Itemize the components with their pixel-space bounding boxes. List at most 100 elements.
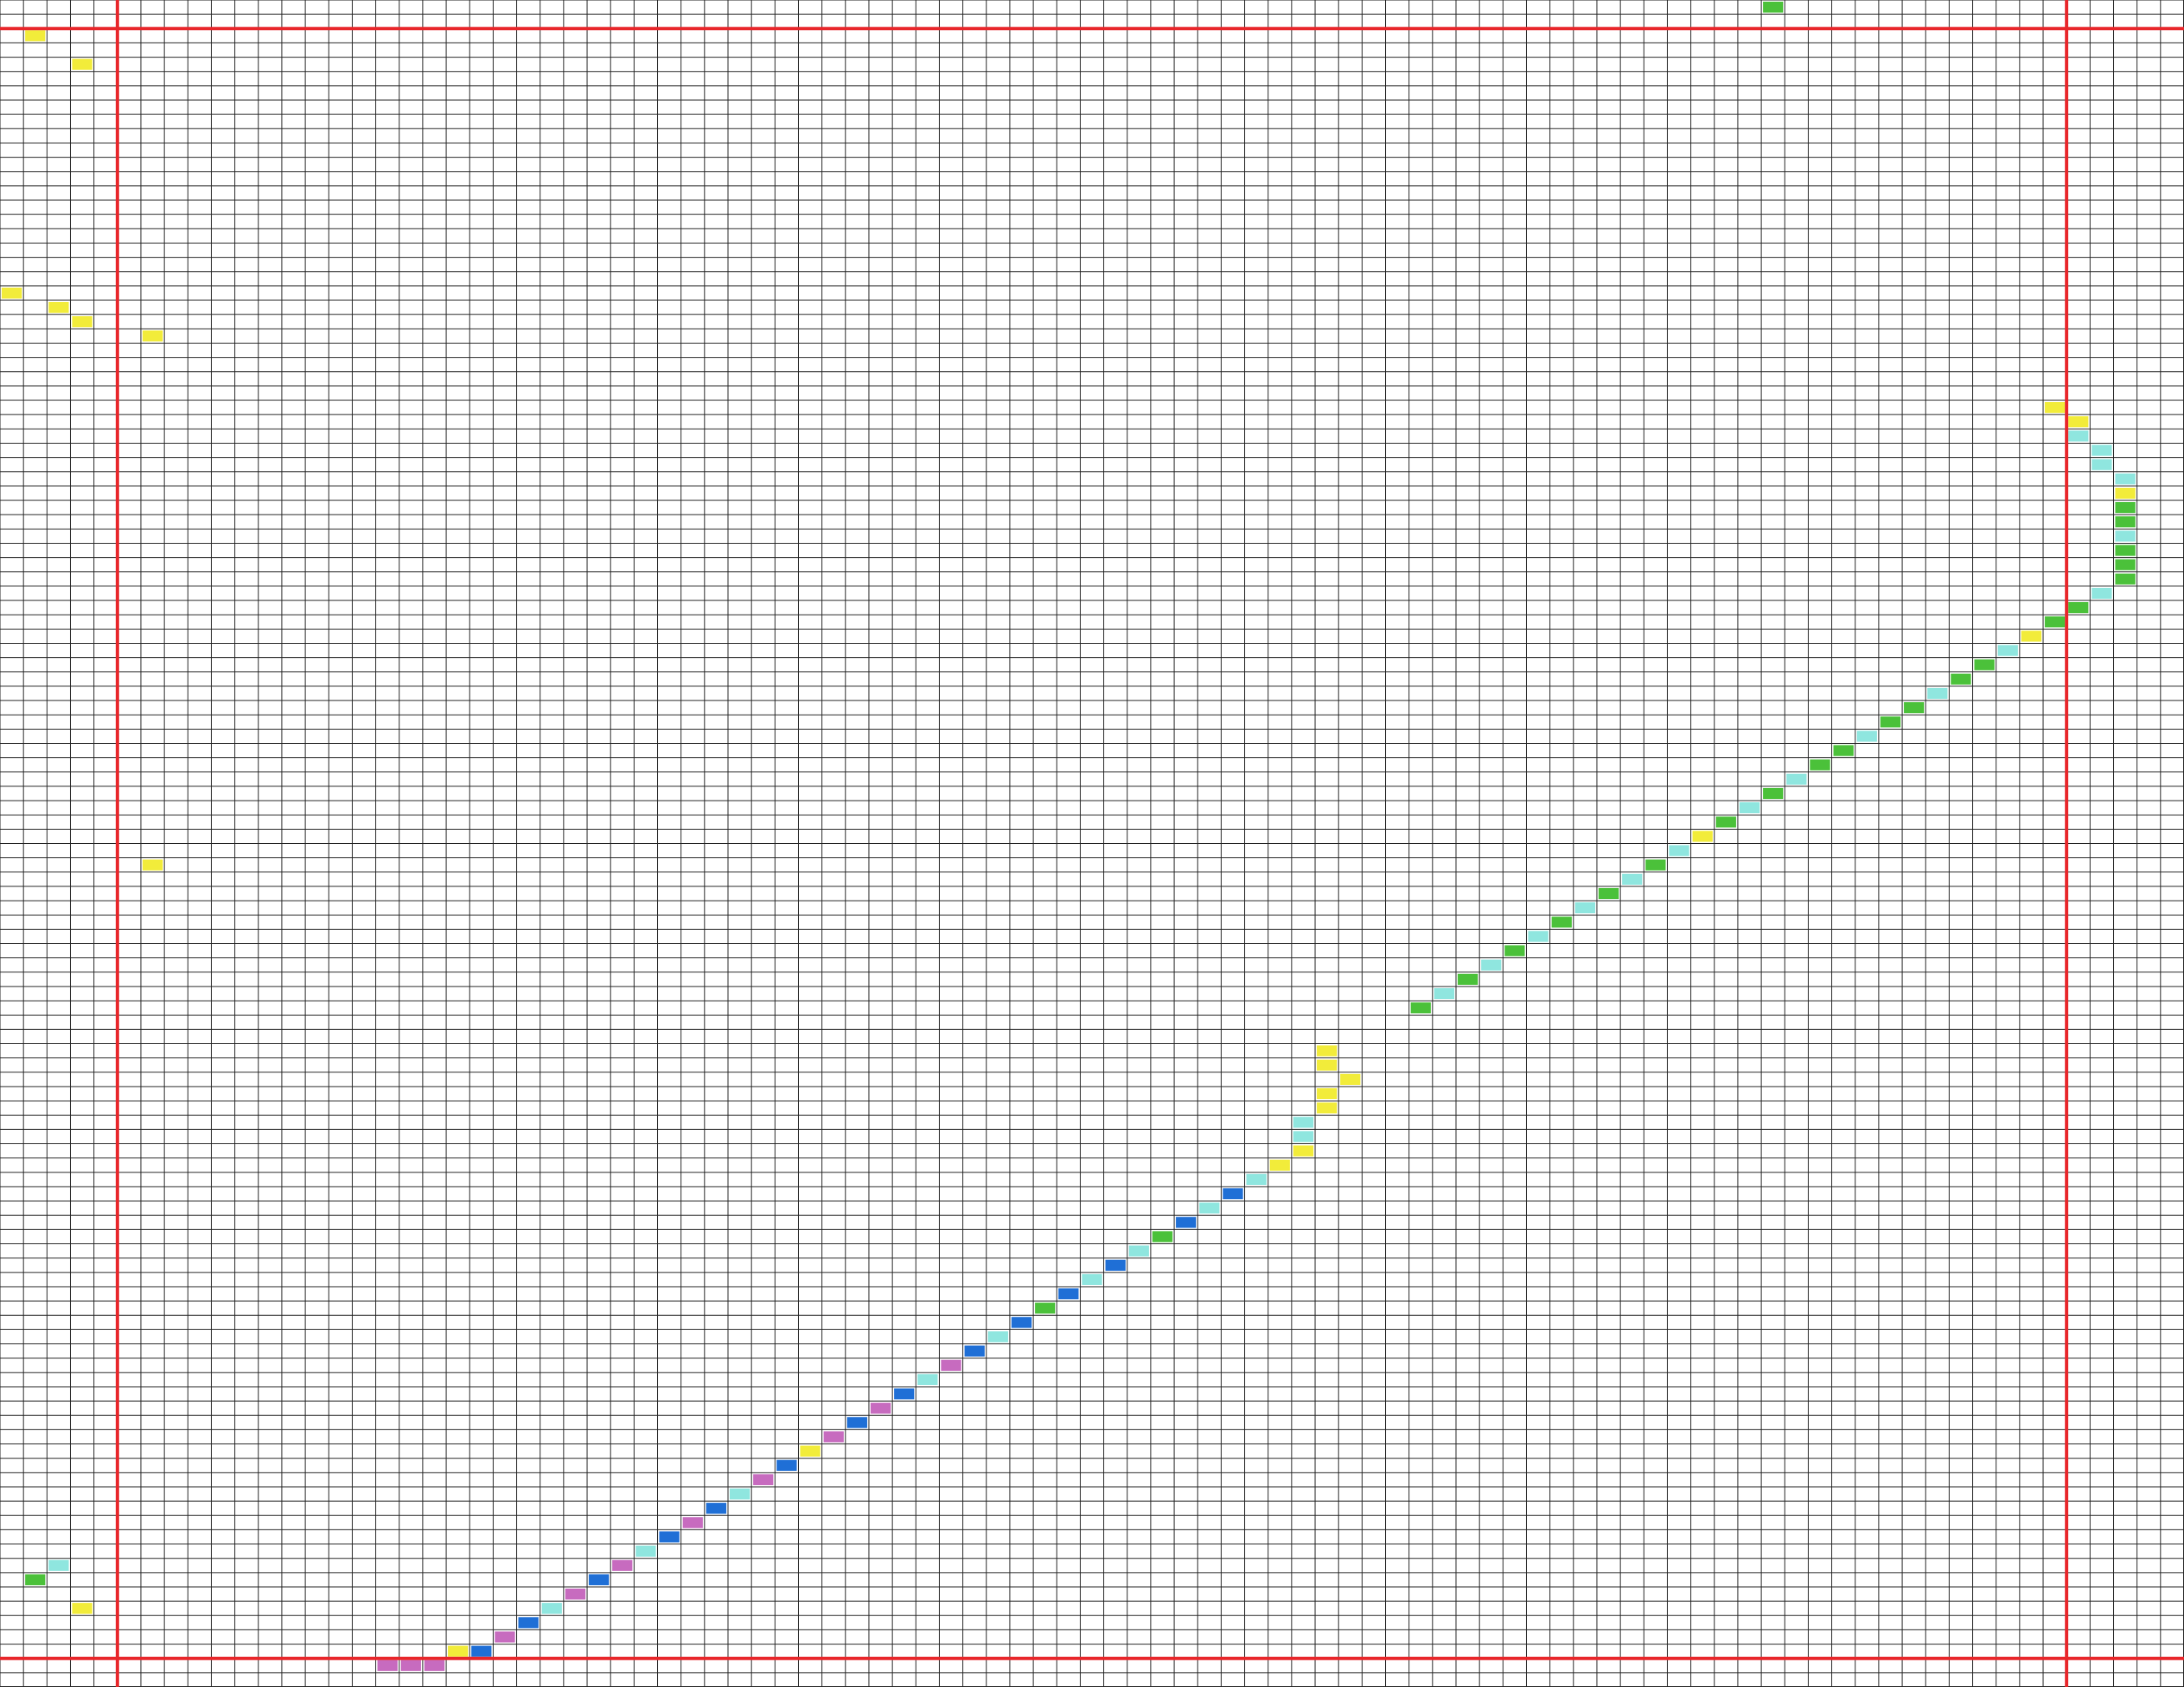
highlight-cell bbox=[1504, 945, 1525, 956]
highlight-cell bbox=[2115, 573, 2136, 585]
highlight-cell bbox=[1293, 1145, 1314, 1157]
highlight-cell bbox=[448, 1645, 469, 1657]
highlight-cell bbox=[1763, 2, 1784, 13]
highlight-cell bbox=[424, 1659, 445, 1671]
highlight-cell bbox=[1317, 1059, 1338, 1071]
highlight-cell bbox=[1128, 1245, 1149, 1257]
highlight-cell bbox=[870, 1403, 891, 1414]
highlight-cell bbox=[1481, 959, 1502, 971]
highlight-cell bbox=[48, 302, 69, 314]
highlight-cell bbox=[1856, 731, 1877, 742]
highlight-cell bbox=[1598, 887, 1619, 900]
highlight-cell bbox=[987, 1331, 1008, 1343]
highlight-cell bbox=[400, 1659, 421, 1671]
highlight-cell bbox=[1246, 1173, 1267, 1185]
highlight-cell bbox=[1927, 687, 1948, 700]
highlight-cell bbox=[1223, 1187, 1243, 1200]
highlight-cell bbox=[2, 287, 23, 299]
highlight-cell bbox=[1317, 1102, 1338, 1114]
highlight-cell bbox=[682, 1517, 703, 1529]
highlight-cell bbox=[941, 1359, 961, 1371]
highlight-cell bbox=[1551, 916, 1572, 928]
highlight-cell bbox=[1317, 1045, 1338, 1057]
highlight-cell bbox=[2091, 459, 2112, 470]
highlight-cell bbox=[964, 1345, 985, 1357]
highlight-cell bbox=[1528, 931, 1549, 942]
highlight-cell bbox=[1951, 673, 1971, 685]
highlight-cell bbox=[1833, 745, 1854, 756]
highlight-cell bbox=[2068, 430, 2089, 442]
highlight-cell bbox=[2068, 416, 2089, 428]
highlight-cell bbox=[2115, 502, 2136, 514]
highlight-cell bbox=[1317, 1087, 1338, 1100]
highlight-cell bbox=[2115, 559, 2136, 570]
highlight-cell bbox=[2045, 402, 2066, 414]
highlight-cell bbox=[1199, 1202, 1220, 1214]
highlight-cell bbox=[1692, 831, 1713, 842]
highlight-cell bbox=[1997, 645, 2018, 656]
highlight-cell bbox=[2021, 630, 2042, 642]
highlight-cell bbox=[565, 1588, 586, 1600]
highlight-cell bbox=[541, 1603, 562, 1614]
highlight-cell bbox=[612, 1559, 633, 1571]
highlight-cell bbox=[1763, 787, 1784, 800]
highlight-cell bbox=[1293, 1117, 1314, 1128]
highlight-cell bbox=[1739, 802, 1760, 814]
highlight-cell bbox=[800, 1445, 821, 1457]
highlight-cell bbox=[1011, 1317, 1032, 1328]
highlight-cell bbox=[846, 1417, 867, 1428]
highlight-cell bbox=[142, 859, 163, 871]
highlight-cell bbox=[1904, 702, 1925, 714]
highlight-cell bbox=[1105, 1259, 1126, 1271]
highlight-cell bbox=[2091, 587, 2112, 600]
highlight-cell bbox=[72, 316, 93, 328]
highlight-cell bbox=[776, 1459, 797, 1471]
highlight-cell bbox=[48, 1559, 69, 1571]
highlight-cell bbox=[1810, 759, 1830, 771]
highlight-cell bbox=[1082, 1273, 1102, 1285]
highlight-cell bbox=[1176, 1217, 1197, 1228]
highlight-cell bbox=[72, 58, 93, 70]
highlight-cell bbox=[1715, 816, 1736, 828]
highlight-cell bbox=[25, 30, 46, 42]
highlight-cell bbox=[917, 1373, 938, 1385]
highlight-cell bbox=[1574, 902, 1595, 914]
highlight-cell bbox=[2045, 616, 2066, 628]
highlight-cell bbox=[659, 1531, 680, 1543]
highlight-cell bbox=[1058, 1288, 1079, 1300]
highlight-cell bbox=[1152, 1231, 1173, 1243]
highlight-cell bbox=[1458, 973, 1479, 985]
highlight-cell bbox=[72, 1603, 93, 1614]
highlight-cell bbox=[2115, 516, 2136, 528]
highlight-cell bbox=[1410, 1002, 1431, 1014]
highlight-cell bbox=[823, 1431, 844, 1443]
highlight-cell bbox=[2091, 444, 2112, 456]
highlight-cell bbox=[1269, 1159, 1290, 1171]
highlight-cell bbox=[1974, 659, 1995, 670]
highlight-cell bbox=[471, 1645, 492, 1657]
highlight-cell bbox=[730, 1488, 751, 1500]
highlight-cell bbox=[1293, 1131, 1314, 1142]
highlight-cell bbox=[495, 1631, 515, 1643]
highlight-cell bbox=[377, 1659, 398, 1671]
highlight-cell bbox=[2115, 545, 2136, 556]
highlight-cell bbox=[2115, 530, 2136, 542]
highlight-cell bbox=[2115, 473, 2136, 485]
highlight-cell bbox=[1669, 845, 1689, 856]
highlight-cell bbox=[753, 1474, 774, 1485]
highlight-cell bbox=[1622, 873, 1643, 885]
highlight-cell bbox=[2068, 602, 2089, 614]
highlight-cell bbox=[1880, 716, 1901, 728]
highlight-cell bbox=[1340, 1073, 1361, 1085]
highlight-cell bbox=[2115, 487, 2136, 500]
highlight-cell bbox=[1433, 987, 1454, 1000]
highlight-cell bbox=[142, 330, 163, 342]
highlight-cell bbox=[1786, 773, 1807, 785]
highlight-cell bbox=[635, 1545, 656, 1557]
highlight-cell bbox=[25, 1574, 46, 1585]
highlight-cell bbox=[589, 1574, 610, 1585]
highlight-cell bbox=[894, 1388, 915, 1400]
highlight-cell bbox=[705, 1503, 726, 1514]
highlight-cell bbox=[1645, 859, 1666, 871]
